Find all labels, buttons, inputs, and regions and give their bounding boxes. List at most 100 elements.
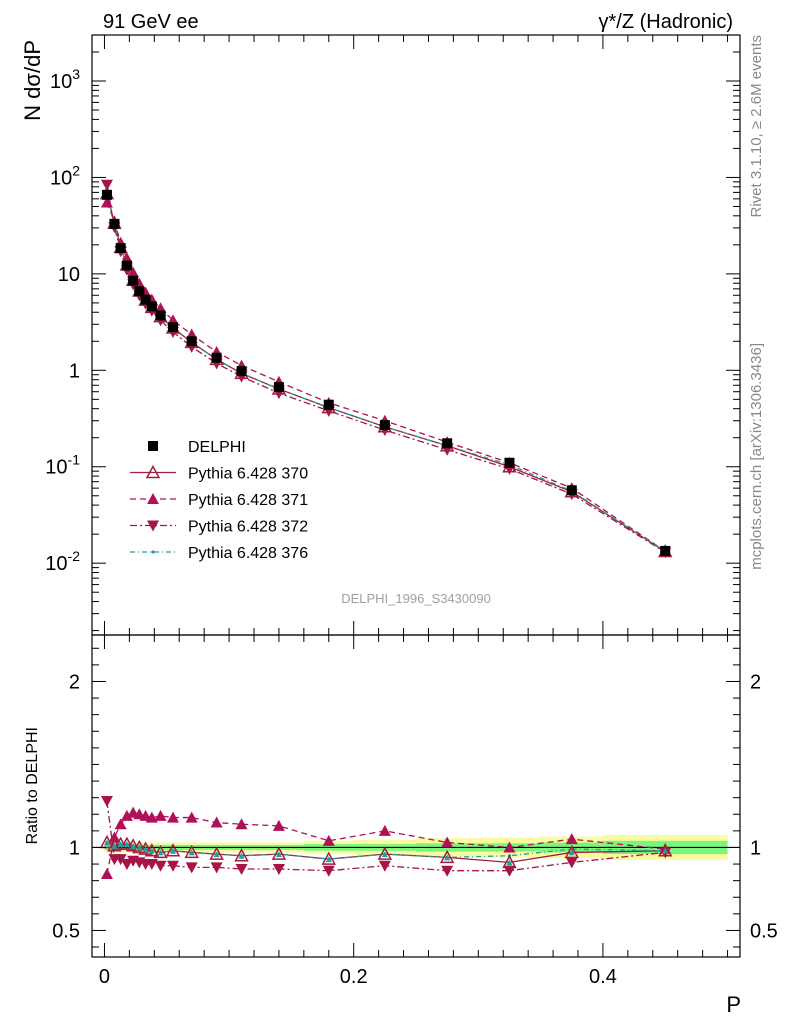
ratio-data-point [120, 859, 133, 871]
ratio-point-fill [662, 847, 669, 854]
ratio-point-fill [148, 847, 155, 854]
main-panel-series [99, 179, 673, 559]
main-y-tick-label: 102 [50, 162, 80, 189]
rivet-label: Rivet 3.1.10, ≥ 2.6M events [748, 35, 765, 218]
main-data-point [101, 189, 112, 200]
ratio-data-point [145, 859, 158, 871]
main-data-point [186, 336, 197, 347]
ratio-data-point [272, 819, 285, 831]
ratio-data-point [144, 843, 160, 857]
ratio-data-point [125, 838, 141, 852]
ratio-point-fill [568, 849, 575, 856]
legend-label: Pythia 6.428 376 [188, 545, 308, 562]
main-data-point [379, 420, 390, 431]
main-data-point [100, 179, 113, 191]
main-data-point [273, 382, 284, 393]
ratio-y-axis-label: Ratio to DELPHI [24, 727, 41, 844]
ratio-data-point [138, 841, 153, 855]
ratio-data-point [503, 841, 516, 853]
ratio-data-point [99, 834, 115, 849]
ratio-data-point [234, 848, 249, 862]
ratio-data-point [165, 843, 181, 857]
ratio-data-point [210, 816, 223, 828]
main-data-point [115, 243, 126, 254]
ratio-data-point [321, 851, 337, 865]
legend-marker [147, 493, 159, 504]
ratio-data-point [441, 836, 454, 848]
ratio-data-point [120, 809, 133, 821]
ratio-point-fill [506, 859, 513, 866]
ratio-data-point [153, 844, 168, 859]
main-data-point [121, 260, 132, 271]
ratio-y-axis: 0.5 0.5 1 1 2 2 [52, 647, 778, 948]
ratio-y-tick-label-right: 2 [750, 671, 761, 693]
ratio-point-fill [325, 856, 332, 863]
ratio-y-tick-label: 0.5 [52, 920, 80, 942]
ratio-data-point [132, 839, 147, 854]
ratio-point-fill [130, 842, 137, 849]
legend-marker [147, 520, 159, 532]
ratio-point-fill [142, 846, 149, 853]
ratio-data-point [377, 846, 393, 860]
main-data-point [504, 457, 515, 468]
ratio-data-point [154, 809, 167, 821]
ratio-data-point [119, 836, 135, 850]
ratio-data-point [503, 865, 516, 877]
main-y-tick-label: 10 [58, 264, 80, 286]
ratio-y-tick-label-right: 0.5 [750, 920, 778, 942]
ratio-data-point [441, 865, 454, 877]
ratio-point-fill [381, 851, 388, 858]
ratio-data-point [235, 864, 248, 876]
main-data-point [127, 266, 140, 278]
ratio-data-point [378, 860, 391, 872]
legend: DELPHI Pythia 6.428 370 Pythia 6.428 371 Py… [130, 439, 308, 562]
ratio-data-point [565, 833, 578, 845]
ratio-y-tick-label: 1 [69, 837, 80, 859]
main-y-tick-label: 10-1 [45, 452, 80, 479]
legend-marker [151, 550, 155, 554]
main-y-axis: 10-2 10-1 1 10 102 103 [45, 34, 740, 632]
x-axis-label: P [726, 992, 741, 1017]
header-left-title: 91 GeV ee [103, 11, 199, 33]
legend-label: Pythia 6.428 372 [188, 519, 308, 536]
ratio-point-fill [275, 851, 282, 858]
main-data-point [146, 301, 157, 312]
ratio-point-fill [103, 839, 110, 846]
main-data-point [168, 322, 178, 333]
legend-marker [145, 464, 161, 479]
ratio-data-point [108, 831, 121, 843]
ratio-point-fill [157, 849, 164, 856]
ratio-data-point [322, 834, 335, 846]
main-data-point [211, 352, 222, 363]
main-data-point [133, 277, 146, 289]
mcplots-label: mcplots.cern.ch [arXiv:1306.3436] [748, 343, 765, 570]
ratio-point-fill [170, 847, 176, 854]
ratio-data-point [272, 864, 285, 876]
legend-label: Pythia 6.428 370 [188, 466, 308, 483]
x-tick-label: 0 [99, 966, 110, 988]
ratio-data-point [154, 860, 167, 872]
main-data-point [660, 545, 671, 556]
main-data-point [128, 275, 139, 286]
main-data-point [140, 294, 151, 305]
ratio-data-point [100, 795, 113, 807]
legend-label: Pythia 6.428 371 [188, 492, 308, 509]
ratio-data-point [565, 857, 578, 869]
ratio-data-point [184, 844, 199, 859]
ratio-point-fill [117, 841, 124, 848]
main-y-tick-label: 103 [50, 66, 80, 93]
ratio-series-line [106, 841, 666, 860]
main-y-axis-label: N dσ/dP [20, 40, 45, 121]
main-y-tick-label: 10-2 [45, 548, 80, 575]
main-data-point [442, 438, 453, 449]
main-data-point [155, 310, 166, 321]
main-data-point [566, 485, 577, 496]
ratio-data-point [210, 862, 223, 874]
ratio-point-fill [136, 844, 143, 851]
ratio-data-point [439, 849, 455, 864]
main-y-tick-label: 1 [69, 360, 80, 382]
analysis-label: DELPHI_1996_S3430090 [341, 591, 491, 606]
ratio-data-point [502, 854, 517, 869]
ratio-panel-series [99, 795, 673, 880]
